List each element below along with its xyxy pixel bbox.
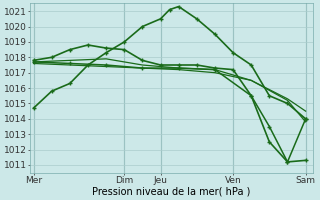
X-axis label: Pression niveau de la mer( hPa ): Pression niveau de la mer( hPa ): [92, 187, 251, 197]
